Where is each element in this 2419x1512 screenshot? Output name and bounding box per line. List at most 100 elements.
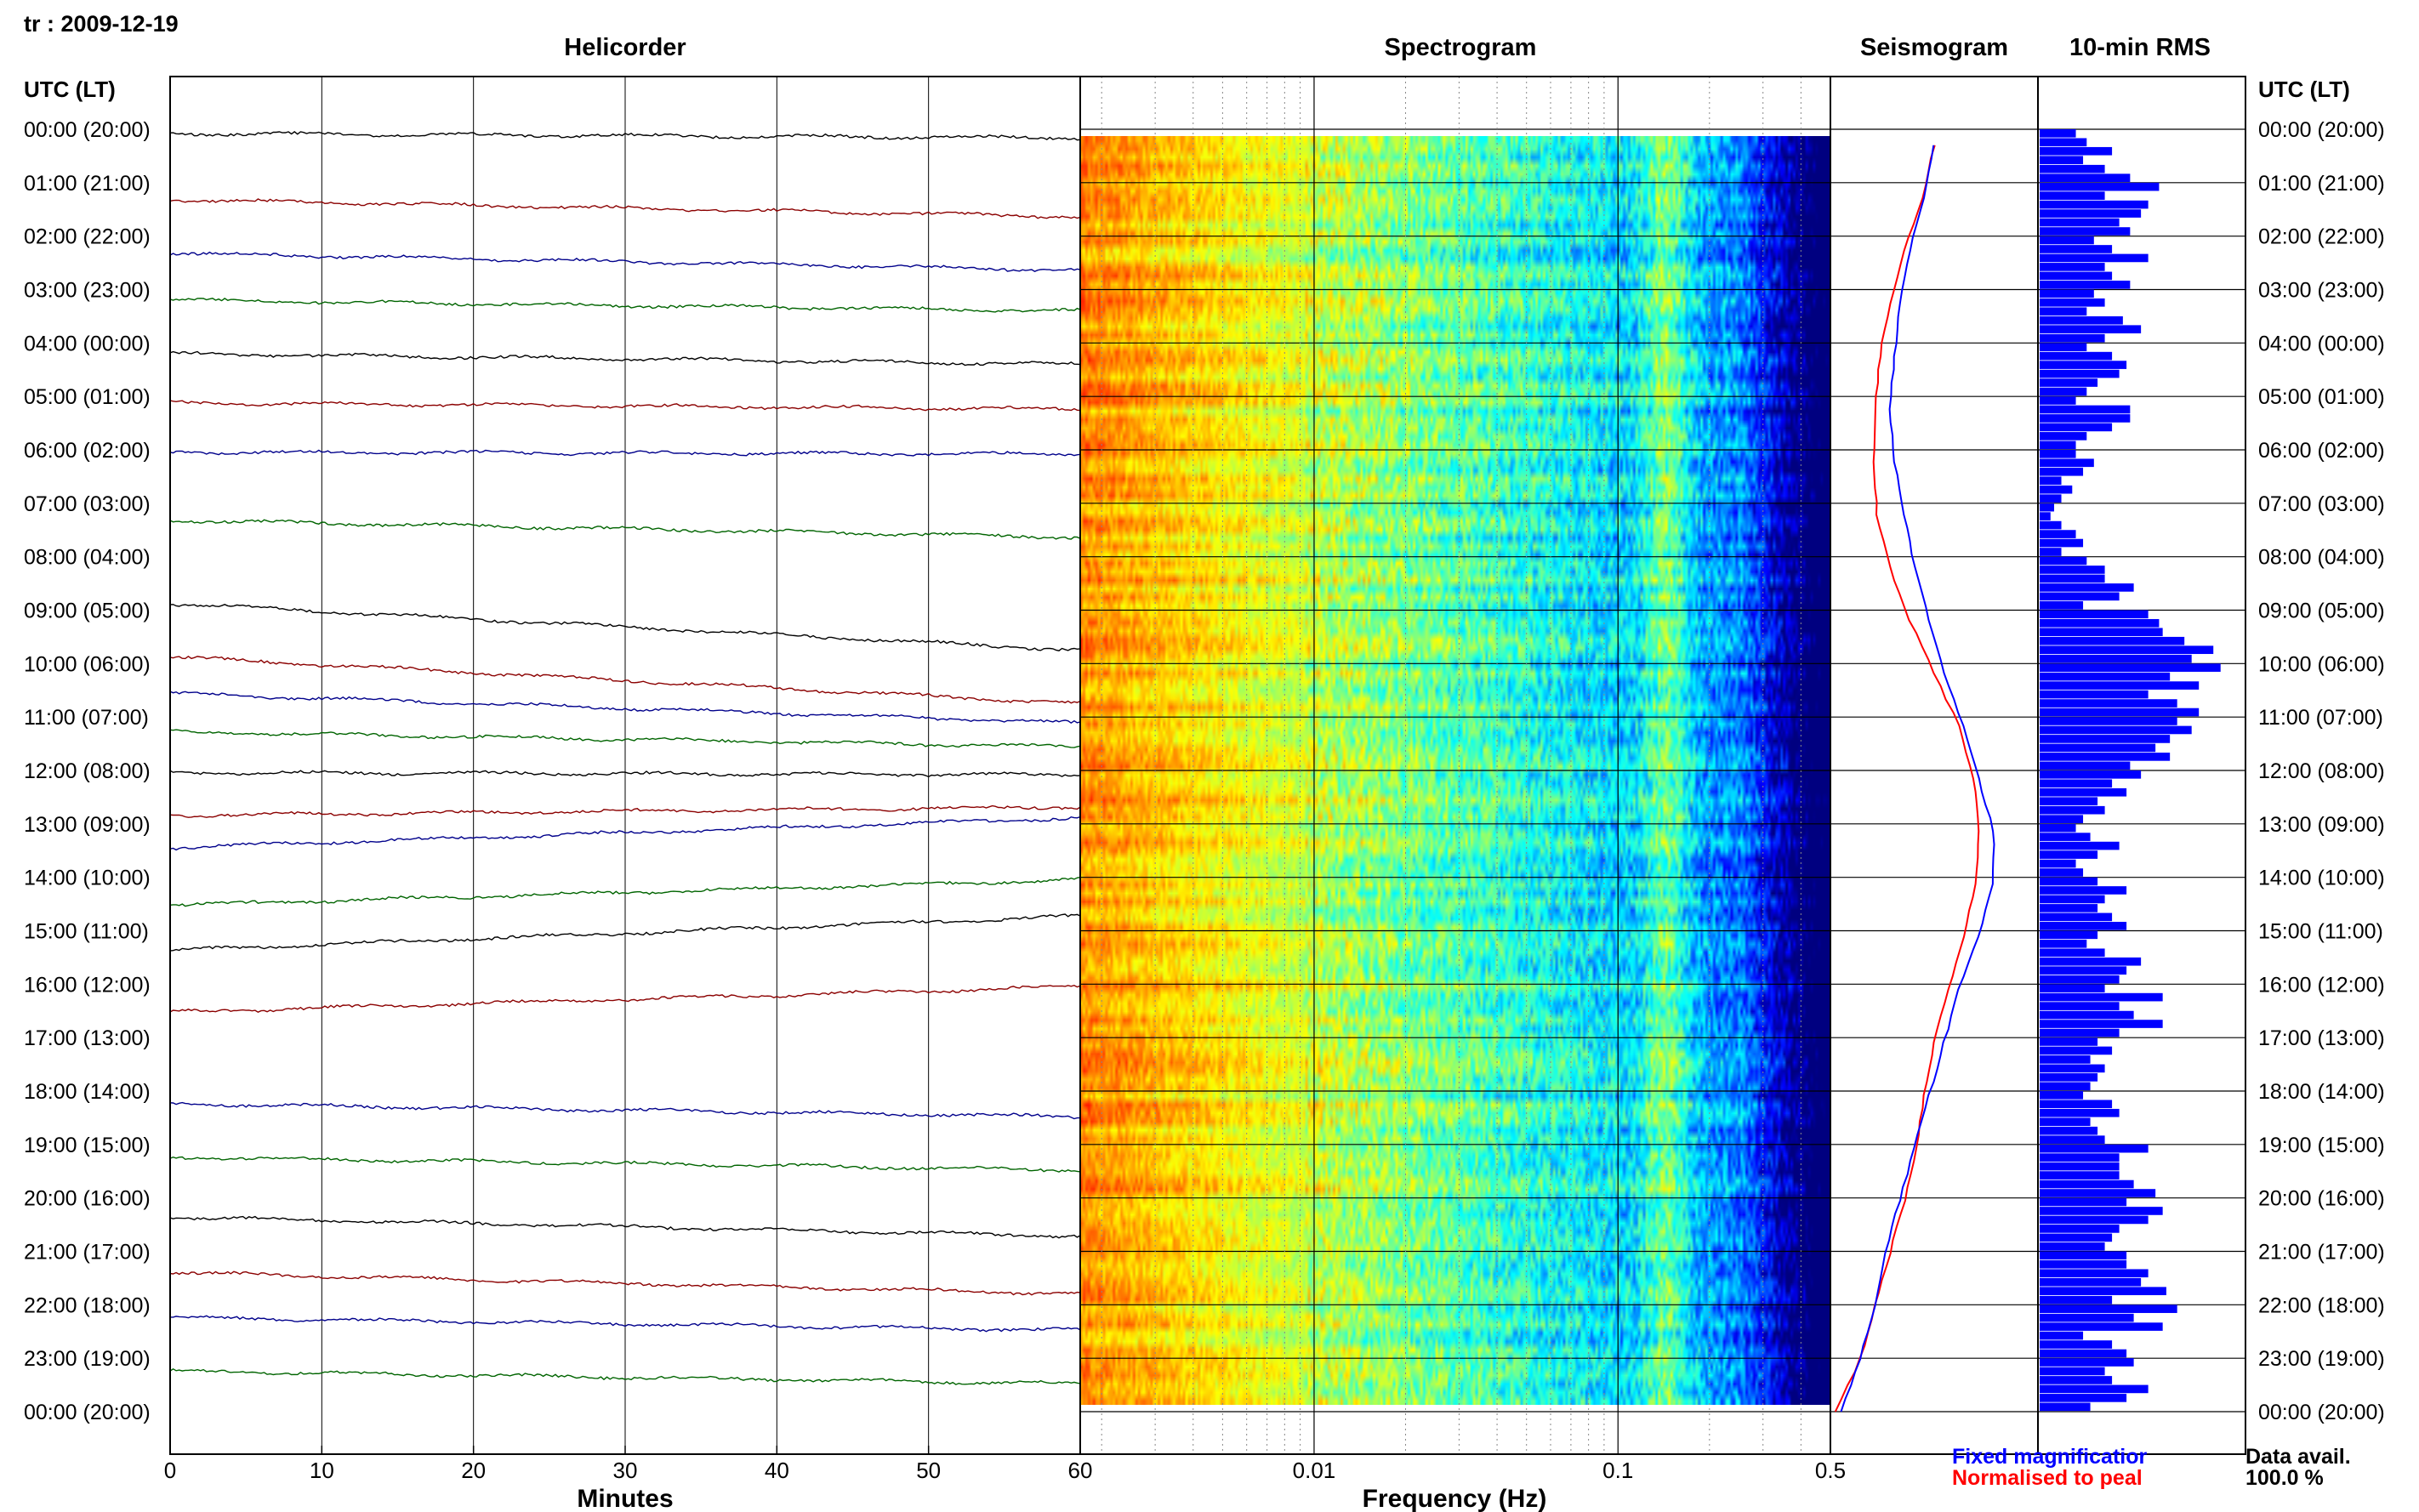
rms-bar <box>2040 1117 2091 1127</box>
rms-bar <box>2040 922 2127 930</box>
rms-bar <box>2040 1179 2134 1189</box>
frequency-tick-label: 0.01 <box>1293 1458 1336 1483</box>
rms-bar <box>2040 538 2084 548</box>
rms-bar <box>2040 182 2160 191</box>
rms-bar <box>2040 957 2142 966</box>
rms-bar <box>2040 592 2120 601</box>
helicorder-trace <box>169 198 1081 219</box>
rms-bar <box>2040 1020 2163 1028</box>
rms-bar <box>2040 423 2113 432</box>
rms-bar <box>2040 289 2094 298</box>
rms-bar <box>2040 1153 2120 1162</box>
time-axis-title-right: UTC (LT) <box>2258 77 2350 102</box>
rms-bar <box>2040 717 2177 725</box>
rms-bar <box>2040 877 2098 886</box>
hour-label-left: 00:00 (20:00) <box>24 118 151 142</box>
rms-bar <box>2040 1331 2084 1340</box>
rms-bar <box>2040 432 2087 441</box>
helicorder-trace <box>169 131 1081 141</box>
hour-label-left: 14:00 (10:00) <box>24 867 151 890</box>
rms-bar <box>2040 263 2105 271</box>
helicorder-trace <box>169 298 1081 313</box>
rms-bar <box>2040 636 2185 645</box>
hour-label-right: 01:00 (21:00) <box>2258 172 2385 196</box>
hour-label-left: 07:00 (03:00) <box>24 492 151 516</box>
rms-bar <box>2040 735 2171 743</box>
rms-bar <box>2040 1073 2098 1082</box>
hour-label-left: 01:00 (21:00) <box>24 172 151 196</box>
rms-bar <box>2040 948 2105 958</box>
hour-label-left: 19:00 (15:00) <box>24 1134 151 1157</box>
rms-bar <box>2040 441 2076 450</box>
hour-label-left: 03:00 (23:00) <box>24 279 151 303</box>
rms-bar <box>2040 601 2084 610</box>
hour-label-right: 06:00 (02:00) <box>2258 439 2385 463</box>
rms-bar <box>2040 1295 2113 1305</box>
rms-bar <box>2040 1207 2163 1215</box>
rms-bar <box>2040 797 2098 806</box>
rms-bar <box>2040 227 2131 236</box>
helicorder-trace <box>169 1101 1080 1120</box>
rms-bar <box>2040 645 2214 655</box>
rms-bar <box>2040 1305 2177 1313</box>
rms-bar <box>2040 1135 2105 1144</box>
availability-label: Data avail. <box>2245 1445 2351 1469</box>
helicorder-trace <box>169 691 1081 725</box>
rms-bar <box>2040 458 2094 468</box>
hour-label-right: 13:00 (09:00) <box>2258 813 2385 837</box>
hour-label-left: 04:00 (00:00) <box>24 332 151 355</box>
rms-bar <box>2040 654 2192 663</box>
rms-bar <box>2040 1277 2142 1287</box>
rms-bar <box>2040 1162 2120 1171</box>
hour-label-right: 15:00 (11:00) <box>2258 920 2383 944</box>
helicorder-trace <box>169 876 1081 907</box>
hour-label-right: 07:00 (03:00) <box>2258 492 2385 516</box>
rms-bar <box>2040 672 2171 681</box>
rms-bar <box>2040 904 2098 912</box>
rms-bar <box>2040 450 2076 458</box>
rms-bar <box>2040 209 2142 218</box>
frequency-tick-label: 0.5 <box>1815 1458 1846 1483</box>
rms-bar <box>2040 369 2120 378</box>
rms-title: 10-min RMS <box>2069 34 2211 61</box>
rms-bar <box>2040 868 2084 877</box>
hour-label-left: 11:00 (07:00) <box>24 706 149 730</box>
minute-tick-label: 50 <box>916 1458 941 1483</box>
hour-label-right: 21:00 (17:00) <box>2258 1241 2385 1265</box>
rms-bar <box>2040 236 2094 245</box>
rms-frame <box>2037 76 2246 1455</box>
rms-bar <box>2040 939 2087 948</box>
time-axis-title-left: UTC (LT) <box>24 77 116 102</box>
rms-bar <box>2040 387 2087 396</box>
helicorder-trace <box>169 1215 1081 1239</box>
rms-bar <box>2040 173 2131 182</box>
minute-tick-label: 40 <box>765 1458 789 1483</box>
rms-bar <box>2040 681 2200 690</box>
rms-bar <box>2040 520 2062 530</box>
legend-normalised: Normalised to peal <box>1952 1466 2143 1490</box>
rms-bar <box>2040 699 2177 708</box>
rms-bar <box>2040 1322 2163 1331</box>
rms-bar <box>2040 930 2098 940</box>
hour-label-left: 06:00 (02:00) <box>24 439 151 463</box>
rms-bar <box>2040 895 2105 904</box>
rms-bar <box>2040 859 2076 868</box>
hour-label-right: 11:00 (07:00) <box>2258 706 2383 730</box>
rms-bar <box>2040 253 2149 263</box>
rms-bar <box>2040 1402 2091 1412</box>
hour-label-right: 04:00 (00:00) <box>2258 332 2385 355</box>
rms-bar <box>2040 1394 2127 1402</box>
frequency-axis-title: Frequency (Hz) <box>1363 1485 1547 1512</box>
hour-label-right: 10:00 (06:00) <box>2258 652 2385 676</box>
rms-bar <box>2040 566 2105 574</box>
seismogram-normalised-line <box>1834 145 1980 1413</box>
rms-bar <box>2040 823 2076 833</box>
rms-bar <box>2040 146 2113 156</box>
rms-bar <box>2040 129 2076 138</box>
hour-label-right: 23:00 (19:00) <box>2258 1347 2385 1371</box>
hour-label-left: 05:00 (01:00) <box>24 385 151 409</box>
rms-bar <box>2040 1269 2149 1278</box>
hour-label-left: 08:00 (04:00) <box>24 546 151 570</box>
helicorder-trace <box>169 251 1081 272</box>
rms-bar <box>2040 1091 2084 1100</box>
